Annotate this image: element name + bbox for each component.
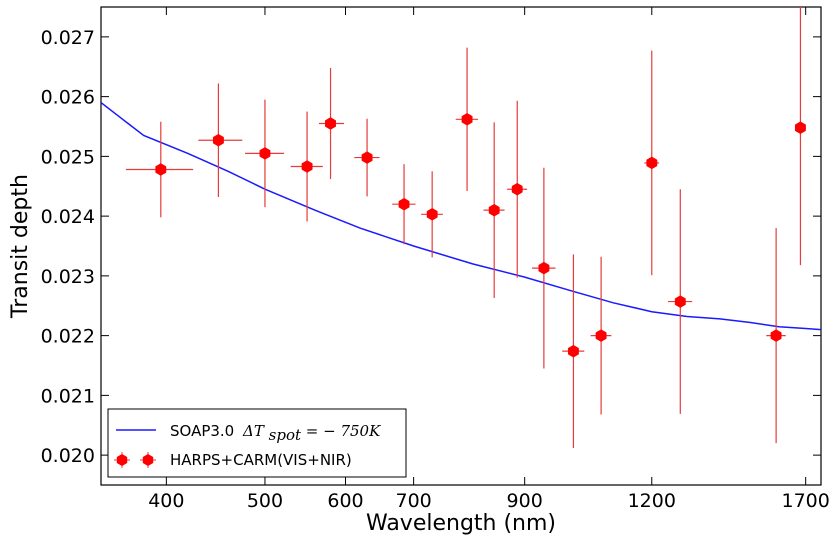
- hexagon-marker: [301, 160, 313, 173]
- legend-model-math: ΔT: [242, 422, 265, 440]
- data-point: [421, 171, 443, 258]
- hexagon-marker: [398, 197, 410, 211]
- hexagon-marker: [511, 182, 523, 196]
- hexagon-marker: [488, 203, 500, 217]
- data-point: [392, 164, 416, 245]
- hexagon-marker: [538, 261, 550, 275]
- hexagon-marker: [794, 121, 806, 134]
- data-point: [794, 7, 806, 266]
- data-point: [590, 256, 612, 415]
- data-point: [562, 254, 585, 448]
- legend-model-sub: spot: [269, 426, 302, 444]
- y-tick-label: 0.022: [41, 326, 95, 348]
- x-tick-label: 1200: [628, 490, 676, 512]
- model-series-layer: [101, 102, 821, 331]
- y-tick-label: 0.023: [41, 266, 95, 288]
- hexagon-marker: [259, 147, 271, 160]
- data-point: [198, 83, 243, 198]
- y-tick-label: 0.027: [41, 27, 95, 49]
- legend-model-value: = − 750K: [306, 422, 381, 440]
- data-point: [507, 100, 528, 278]
- legend-hexagon-marker: [116, 454, 128, 466]
- hexagon-marker: [155, 163, 167, 176]
- data-point: [766, 228, 786, 444]
- hexagon-marker: [770, 329, 782, 342]
- legend-hexagon-marker: [142, 454, 154, 466]
- x-tick-label: 600: [327, 490, 363, 512]
- hexagon-marker: [567, 344, 579, 358]
- hexagon-marker: [212, 133, 224, 147]
- legend-box: [107, 408, 407, 478]
- data-point: [644, 50, 660, 276]
- hexagon-marker: [646, 156, 658, 170]
- x-tick-label: 700: [395, 490, 431, 512]
- hexagon-marker: [325, 117, 336, 130]
- data-point: [245, 99, 284, 208]
- x-tick-label: 500: [247, 490, 283, 512]
- y-tick-label: 0.021: [41, 385, 95, 407]
- data-series-layer: [125, 7, 806, 448]
- data-point: [531, 167, 556, 369]
- x-tick-label: 400: [148, 490, 184, 512]
- plot-frame: [100, 6, 822, 486]
- y-tick-label: 0.026: [41, 87, 95, 109]
- x-axis-label: Wavelength (nm): [366, 511, 556, 536]
- data-point: [354, 118, 380, 197]
- data-point: [318, 67, 345, 180]
- y-axis-label: Transit depth: [8, 174, 33, 319]
- svg-text:SOAP3.0 ΔT spot: SOAP3.0 ΔT spot = − 750K: [170, 422, 381, 444]
- y-tick-label: 0.024: [41, 206, 95, 228]
- legend-data-label: HARPS+CARM(VIS+NIR): [170, 451, 352, 469]
- x-axis-ticks: 400 500 600 700 900 1200 1700: [148, 7, 830, 512]
- x-tick-label: 900: [507, 490, 543, 512]
- legend: SOAP3.0 ΔT spot = − 750K HARPS+CARM(VIS+…: [107, 408, 407, 478]
- hexagon-marker: [595, 329, 607, 342]
- hexagon-marker: [461, 113, 473, 126]
- y-axis-ticks: 0.020 0.021 0.022 0.023 0.024 0.025 0.026 0.027: [41, 27, 821, 467]
- hexagon-marker: [361, 151, 373, 164]
- data-point: [125, 121, 194, 218]
- legend-data-swatch: [114, 452, 156, 468]
- data-point: [290, 111, 323, 222]
- data-point: [668, 189, 693, 414]
- hexagon-marker: [674, 295, 686, 308]
- model-line: [101, 102, 821, 331]
- data-point: [455, 47, 479, 192]
- hexagon-marker: [426, 208, 438, 221]
- y-tick-label: 0.020: [41, 445, 95, 467]
- legend-model-prefix: SOAP3.0: [170, 422, 234, 440]
- x-tick-label: 1700: [781, 490, 829, 512]
- data-point: [483, 122, 505, 298]
- y-tick-label: 0.025: [41, 146, 95, 168]
